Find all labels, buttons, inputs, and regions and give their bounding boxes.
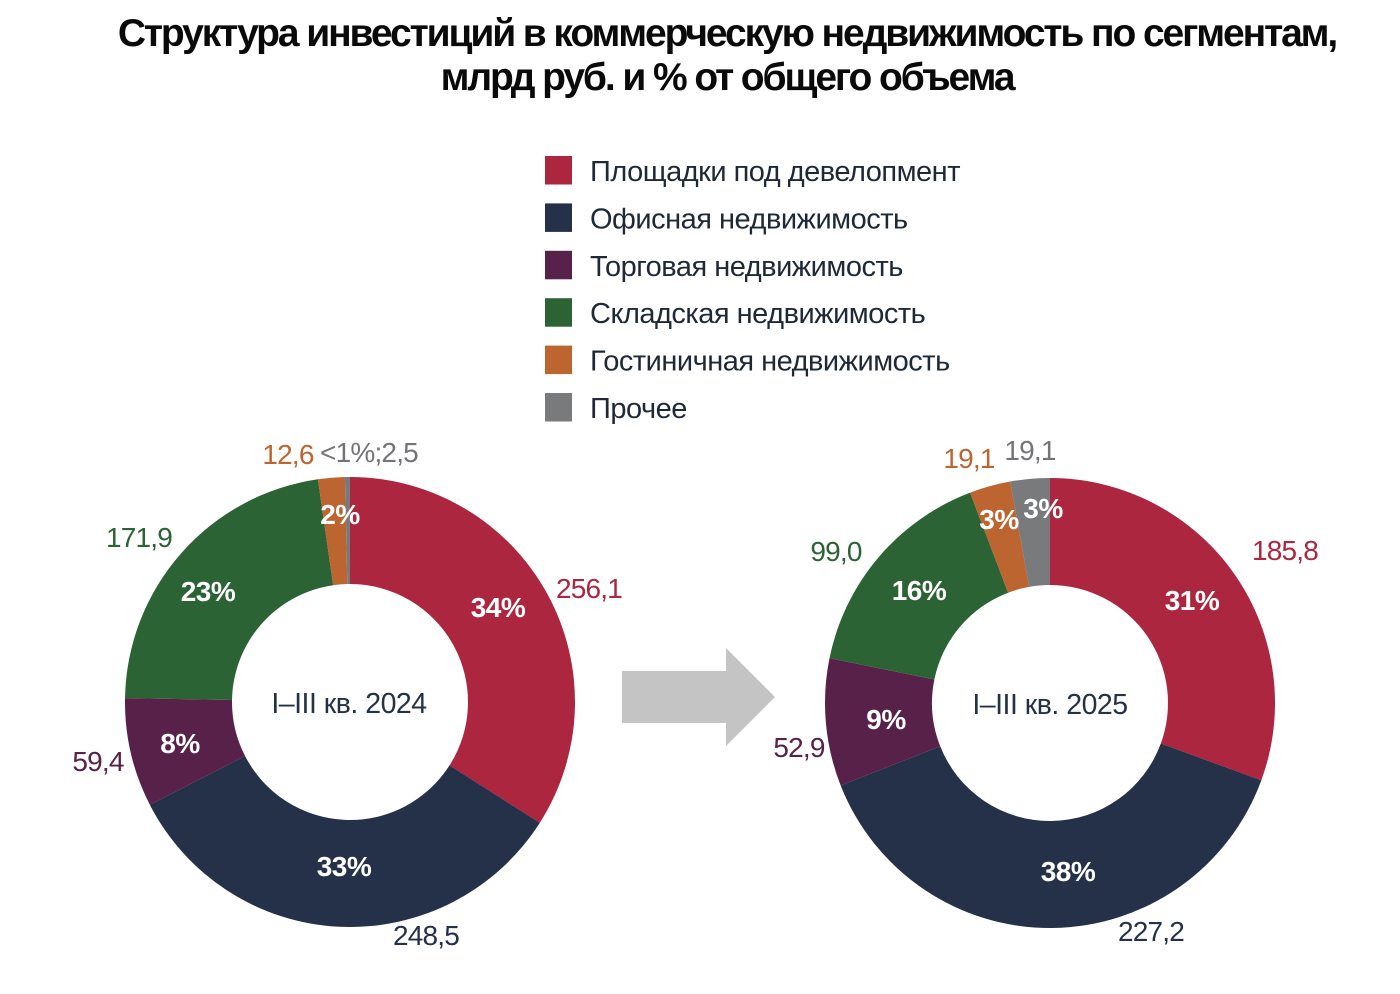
svg-text:8%: 8% — [160, 728, 200, 759]
svg-text:38%: 38% — [1041, 856, 1096, 887]
svg-text:млрд руб. и % от общего объема: млрд руб. и % от общего объема — [441, 56, 1016, 99]
svg-text:99,0: 99,0 — [810, 536, 862, 567]
svg-text:19,1: 19,1 — [1004, 435, 1056, 466]
svg-text:Площадки под девелопмент: Площадки под девелопмент — [590, 156, 960, 188]
svg-text:248,5: 248,5 — [393, 920, 459, 951]
svg-text:Структура инвестиций в коммерч: Структура инвестиций в коммерческую недв… — [118, 12, 1337, 55]
svg-text:12,6: 12,6 — [262, 439, 314, 470]
svg-text:185,8: 185,8 — [1252, 535, 1318, 566]
svg-text:33%: 33% — [317, 851, 372, 882]
svg-text:I–III кв. 2025: I–III кв. 2025 — [972, 689, 1127, 721]
svg-text:59,4: 59,4 — [72, 746, 124, 777]
svg-text:19,1: 19,1 — [943, 443, 995, 474]
svg-text:16%: 16% — [892, 575, 947, 606]
svg-text:2%: 2% — [320, 499, 360, 530]
svg-text:52,9: 52,9 — [773, 732, 825, 763]
svg-text:Прочее: Прочее — [590, 393, 687, 425]
svg-text:<1%;2,5: <1%;2,5 — [320, 437, 418, 468]
svg-text:9%: 9% — [866, 704, 906, 735]
svg-text:34%: 34% — [471, 592, 526, 623]
svg-text:Торговая недвижимость: Торговая недвижимость — [590, 251, 903, 283]
svg-text:23%: 23% — [181, 576, 236, 607]
svg-text:31%: 31% — [1165, 585, 1220, 616]
svg-text:227,2: 227,2 — [1118, 916, 1184, 947]
svg-text:I–III кв. 2024: I–III кв. 2024 — [271, 688, 427, 720]
svg-text:Складская недвижимость: Складская недвижимость — [590, 298, 925, 330]
svg-text:Гостиничная недвижимость: Гостиничная недвижимость — [590, 346, 950, 378]
svg-text:3%: 3% — [979, 504, 1019, 535]
svg-text:3%: 3% — [1023, 493, 1063, 524]
svg-text:256,1: 256,1 — [556, 573, 622, 604]
svg-text:171,9: 171,9 — [106, 522, 172, 553]
svg-text:Офисная недвижимость: Офисная недвижимость — [590, 203, 908, 235]
